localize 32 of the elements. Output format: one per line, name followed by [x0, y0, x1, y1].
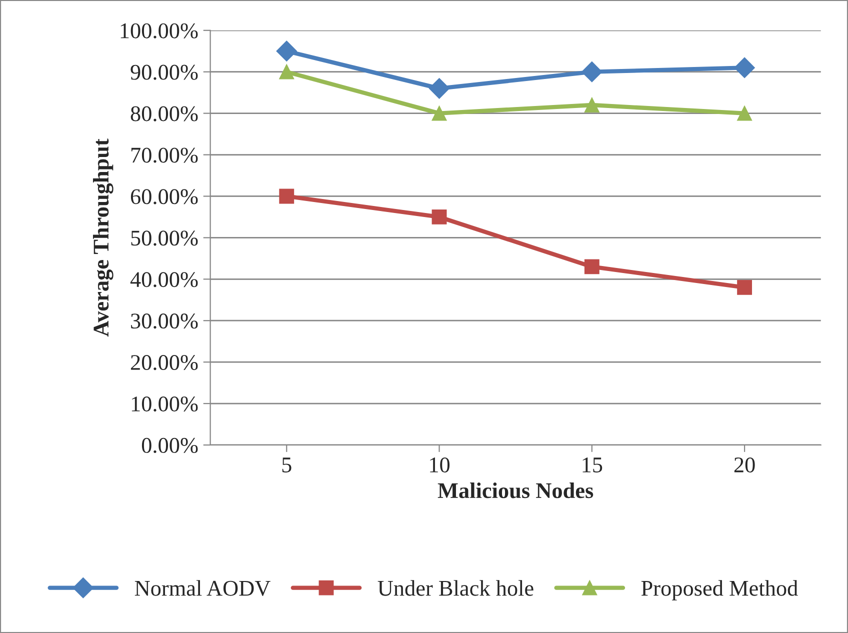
- y-tick-label: 40.00%: [130, 272, 198, 288]
- legend-label: Proposed Method: [641, 580, 798, 600]
- legend-label: Under Black hole: [378, 580, 534, 596]
- y-axis-title: Average Throughput: [92, 138, 114, 337]
- y-tick-label: 80.00%: [130, 106, 198, 122]
- point: [734, 57, 755, 78]
- point: [276, 40, 297, 62]
- y-tick-label: 90.00%: [130, 64, 198, 80]
- point: [279, 64, 294, 80]
- x-tick-label: 20: [734, 457, 755, 472]
- y-tick-label: 0.00%: [142, 438, 198, 454]
- y-tick-label: 70.00%: [131, 148, 198, 163]
- point: [428, 78, 450, 99]
- point: [737, 280, 752, 295]
- point: [584, 98, 600, 112]
- point: [279, 188, 294, 204]
- legend-label: Normal AODV: [134, 580, 270, 596]
- y-tick-label: 60.00%: [130, 189, 198, 204]
- y-tick-label: 100.00%: [120, 23, 198, 38]
- y-tick-label: 10.00%: [132, 396, 198, 412]
- x-tick-label: 5: [282, 458, 292, 472]
- y-tick-label: 20.00%: [130, 355, 198, 370]
- y-tick-label: 30.00%: [131, 314, 198, 329]
- point: [582, 62, 602, 82]
- x-tick-label: 10: [430, 457, 450, 472]
- point: [737, 106, 752, 121]
- point: [432, 209, 447, 224]
- y-tick-label: 50.00%: [131, 230, 198, 246]
- x-axis-title: Malicious Nodes: [438, 482, 594, 498]
- x-tick-label: 15: [582, 458, 602, 472]
- point: [584, 259, 600, 274]
- point: [432, 106, 447, 121]
